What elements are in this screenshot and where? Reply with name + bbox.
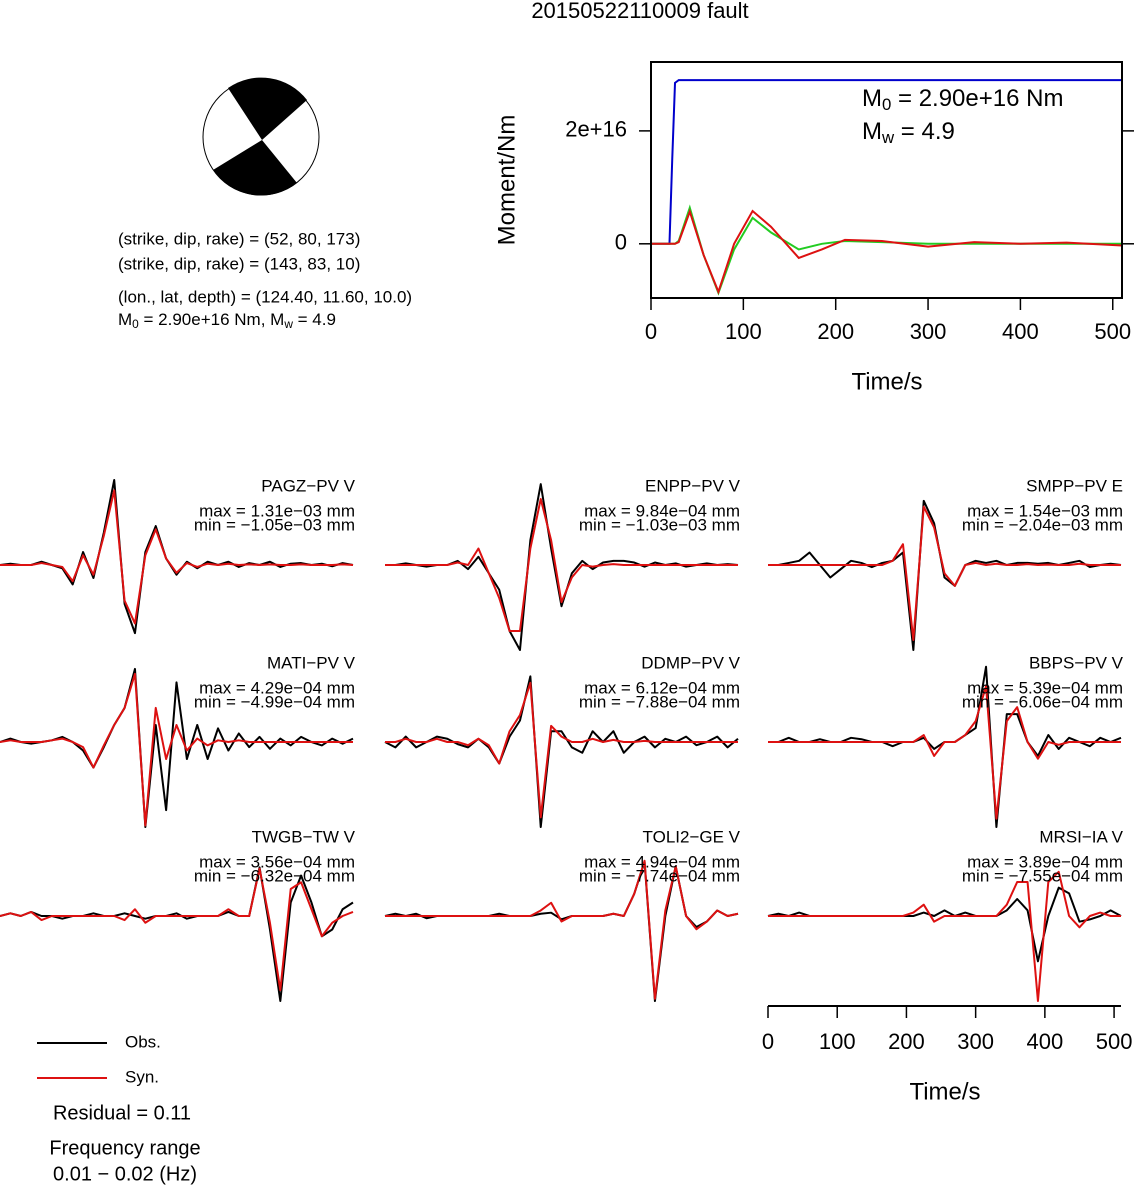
text-part: = 4.9 [894,118,955,145]
max-label: max = 6.12e−04 mm [584,678,740,697]
max-label: max = 3.56e−04 mm [199,852,355,871]
max-label: max = 3.89e−04 mm [967,852,1123,871]
x-tick-label: 200 [817,319,854,344]
subscript: w [283,317,293,331]
station-label: MATI−PV V [267,653,356,672]
synthetic-trace [0,672,353,827]
station-label: ENPP−PV V [645,476,741,495]
max-label: max = 4.94e−04 mm [584,852,740,871]
min-label: min = −7.55e−04 mm [962,866,1123,885]
text-part: M [862,85,882,112]
x-tick-label: 400 [1002,319,1039,344]
synthetic-trace [385,497,738,633]
x-tick-label: 0 [762,1029,774,1054]
subscript: 0 [882,95,891,114]
station-label: SMPP−PV E [1026,476,1123,495]
synthetic-trace [385,859,739,1000]
min-label: min = −1.03e−03 mm [579,515,740,534]
frequency-range: 0.01 − 0.02 (Hz) [53,1163,197,1185]
text-part: = 4.9 [293,310,336,329]
annotation: M0 = 2.90e+16 Nm [862,85,1063,114]
min-label: min = −7.74e−04 mm [579,866,740,885]
synthetic-trace [385,681,738,819]
synthetic-trace [768,505,1121,641]
location-line: (lon., lat, depth) = (124.40, 11.60, 10.… [118,287,412,306]
x-tick-label: 400 [1027,1029,1064,1054]
plot-frame [650,61,1123,299]
synthetic-trace [0,489,354,625]
max-label: max = 1.54e−03 mm [967,501,1123,520]
annotation: Mw = 4.9 [862,118,955,147]
text-part: = 2.90e+16 Nm, M [139,310,285,329]
station-label: DDMP−PV V [641,653,740,672]
station-label: MRSI−IA V [1039,827,1123,846]
x-tick-label: 300 [957,1029,994,1054]
x-tick-label: 100 [725,319,762,344]
subscript: 0 [132,317,139,331]
text-part: = 2.90e+16 Nm [891,85,1063,112]
observed-trace [767,886,1122,963]
x-tick-label: 500 [1096,1029,1133,1054]
max-label: max = 9.84e−04 mm [584,501,740,520]
min-label: min = −4.99e−04 mm [194,692,355,711]
synthetic-trace [0,867,354,992]
beachball-quadrant [228,77,307,140]
figure-title: 20150522110009 fault [531,0,748,23]
y-axis-label: Moment/Nm [493,115,520,246]
station-label: TOLI2−GE V [643,827,741,846]
min-label: min = −1.05e−03 mm [194,515,355,534]
x-tick-label: 300 [910,319,947,344]
min-label: min = −2.04e−03 mm [962,515,1123,534]
synthetic-trace [768,870,1121,1002]
x-axis-label: Time/s [851,368,922,395]
mechanism-line: (strike, dip, rake) = (52, 80, 173) [118,229,360,248]
mechanism-line: (strike, dip, rake) = (143, 83, 10) [118,254,360,273]
moment-curve [651,79,1122,245]
max-label: max = 5.39e−04 mm [967,678,1123,697]
x-axis-label: Time/s [909,1078,980,1105]
residual: Residual = 0.11 [53,1102,191,1124]
subscript: w [881,128,895,147]
legend-label: Syn. [125,1067,159,1086]
beachball [202,77,320,196]
max-label: max = 1.31e−03 mm [199,501,355,520]
min-label: min = −7.88e−04 mm [579,692,740,711]
x-tick-label: 500 [1094,319,1131,344]
x-tick-label: 0 [645,319,657,344]
moment-line: M0 = 2.90e+16 Nm, Mw = 4.9 [118,310,336,331]
text-part: M [862,118,882,145]
station-label: TWGB−TW V [252,827,356,846]
text-part: M [118,310,132,329]
x-tick-label: 200 [888,1029,925,1054]
y-tick-label: 0 [615,230,627,255]
min-label: min = −6.06e−04 mm [962,692,1123,711]
station-label: BBPS−PV V [1029,653,1124,672]
observed-trace [0,866,354,1002]
station-label: PAGZ−PV V [261,476,355,495]
beachball-quadrant [213,140,297,196]
x-tick-label: 100 [819,1029,856,1054]
moment-curve [651,208,1123,295]
frequency-title: Frequency range [49,1137,200,1159]
y-tick-label: 2e+16 [565,117,627,142]
min-label: min = −6.32e−04 mm [194,866,355,885]
observed-trace [384,675,739,828]
legend-label: Obs. [125,1032,161,1051]
synthetic-trace [768,685,1121,820]
max-label: max = 4.29e−04 mm [199,678,355,697]
